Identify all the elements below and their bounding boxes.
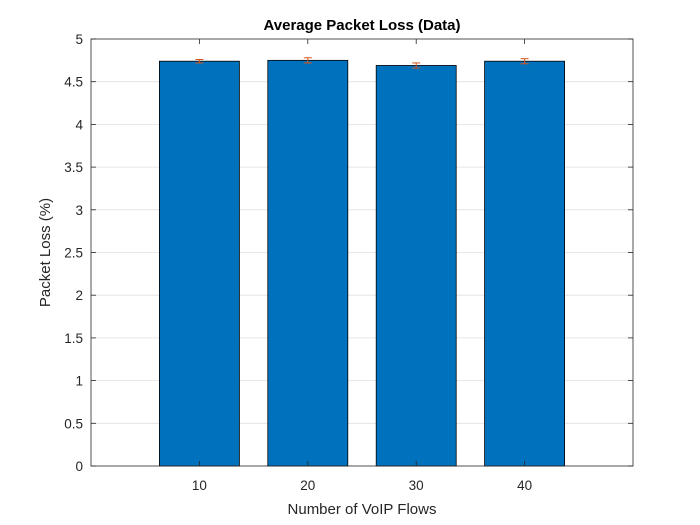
x-axis-label: Number of VoIP Flows: [288, 501, 437, 518]
y-ticks: 0 0.5 1 1.5 2 2.5 3 3.5 4 4.5 5: [64, 32, 633, 474]
bars: [158, 59, 566, 467]
y-axis-label: Packet Loss (%): [37, 198, 54, 307]
y-tick-label: 4.5: [64, 75, 83, 90]
bar: [267, 59, 349, 467]
y-tick-label: 3.5: [64, 160, 83, 175]
error-bars: [195, 57, 529, 69]
chart-title: Average Packet Loss (Data): [263, 17, 460, 34]
x-tick-label: 30: [409, 478, 424, 493]
bar: [375, 65, 457, 467]
x-tick-label: 20: [300, 478, 315, 493]
bar: [484, 60, 566, 467]
y-tick-label: 1: [75, 374, 83, 389]
y-tick-label: 2: [75, 288, 83, 303]
x-tick-label: 10: [192, 478, 207, 493]
bar: [158, 60, 240, 467]
y-tick-label: 5: [75, 32, 83, 47]
y-tick-label: 3: [75, 203, 83, 218]
x-ticks: 10 20 30 40: [192, 39, 532, 493]
y-tick-label: 2.5: [64, 246, 83, 261]
y-tick-label: 4: [75, 117, 83, 132]
y-tick-label: 0: [75, 459, 83, 474]
y-tick-label: 1.5: [64, 331, 83, 346]
y-tick-label: 0.5: [64, 416, 83, 431]
x-tick-label: 40: [517, 478, 532, 493]
